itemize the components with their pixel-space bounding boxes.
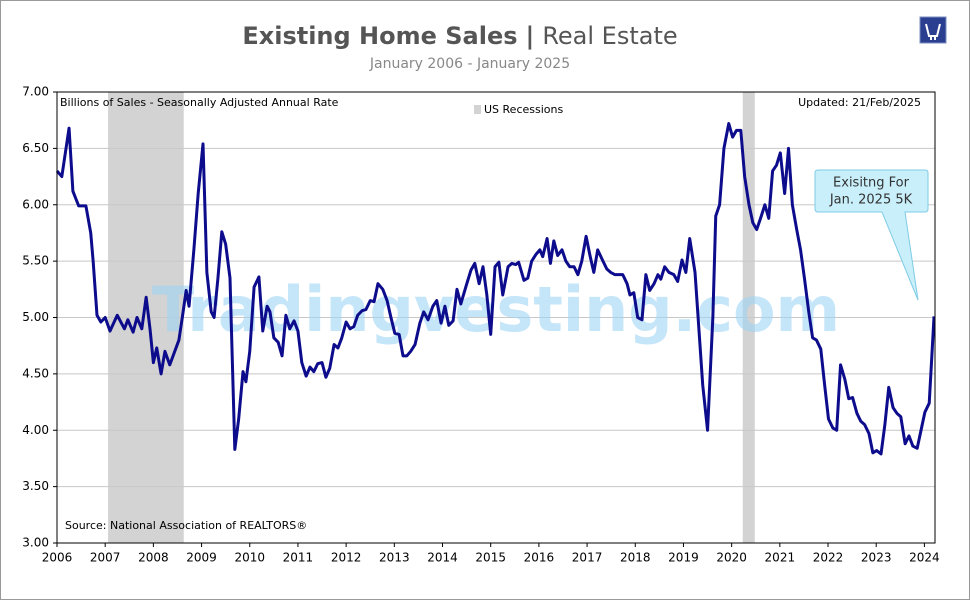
x-tick-label: 2021 [765, 551, 796, 565]
y-tick-label: 4.00 [22, 423, 49, 437]
x-tick-label: 2015 [475, 551, 506, 565]
x-tick-label: 2016 [524, 551, 555, 565]
y-axis-label: Billions of Sales - Seasonally Adjusted … [60, 96, 339, 109]
plot-border [56, 91, 936, 544]
logo [919, 16, 947, 44]
y-tick-label: 6.00 [22, 197, 49, 211]
legend-swatch [474, 105, 481, 114]
annotation: Exisitng For [833, 176, 910, 191]
x-tick-label: 2024 [909, 551, 940, 565]
x-tick-label: 2006 [42, 551, 73, 565]
source-label: Source: National Association of REALTORS… [65, 519, 307, 532]
subtitle: January 2006 - January 2025 [369, 56, 570, 72]
x-tick-label: 2017 [572, 551, 603, 565]
x-tick-label: 2022 [813, 551, 844, 565]
chart-title: Existing Home Sales | Real Estate [242, 22, 677, 50]
title-main: Existing Home Sales [242, 22, 517, 50]
x-tick-label: 2014 [427, 551, 458, 565]
updated-label: Updated: 21/Feb/2025 [798, 96, 921, 109]
x-tick-label: 2011 [283, 551, 314, 565]
x-tick-label: 2020 [716, 551, 747, 565]
y-tick-label: 5.50 [22, 254, 49, 268]
x-tick-label: 2023 [861, 551, 892, 565]
y-tick-label: 5.00 [22, 310, 49, 324]
y-tick-label: 3.50 [22, 479, 49, 493]
y-tick-label: 4.50 [22, 366, 49, 380]
y-tick-label: 6.50 [22, 141, 49, 155]
x-tick-label: 2019 [668, 551, 699, 565]
legend-label: US Recessions [484, 103, 563, 116]
title-separator: | [526, 22, 535, 50]
x-tick-label: 2018 [620, 551, 651, 565]
x-tick-label: 2009 [186, 551, 217, 565]
y-tick-label: 3.00 [22, 536, 49, 550]
x-tick-label: 2010 [234, 551, 265, 565]
x-tick-label: 2007 [90, 551, 121, 565]
x-tick-label: 2012 [331, 551, 362, 565]
series-line [55, 122, 936, 456]
title-suffix: Real Estate [542, 22, 677, 50]
x-tick-label: 2013 [379, 551, 410, 565]
annotation: Jan. 2025 5K [829, 193, 913, 208]
x-tick-label: 2008 [138, 551, 169, 565]
callout [814, 169, 929, 301]
y-tick-label: 7.00 [22, 85, 49, 99]
